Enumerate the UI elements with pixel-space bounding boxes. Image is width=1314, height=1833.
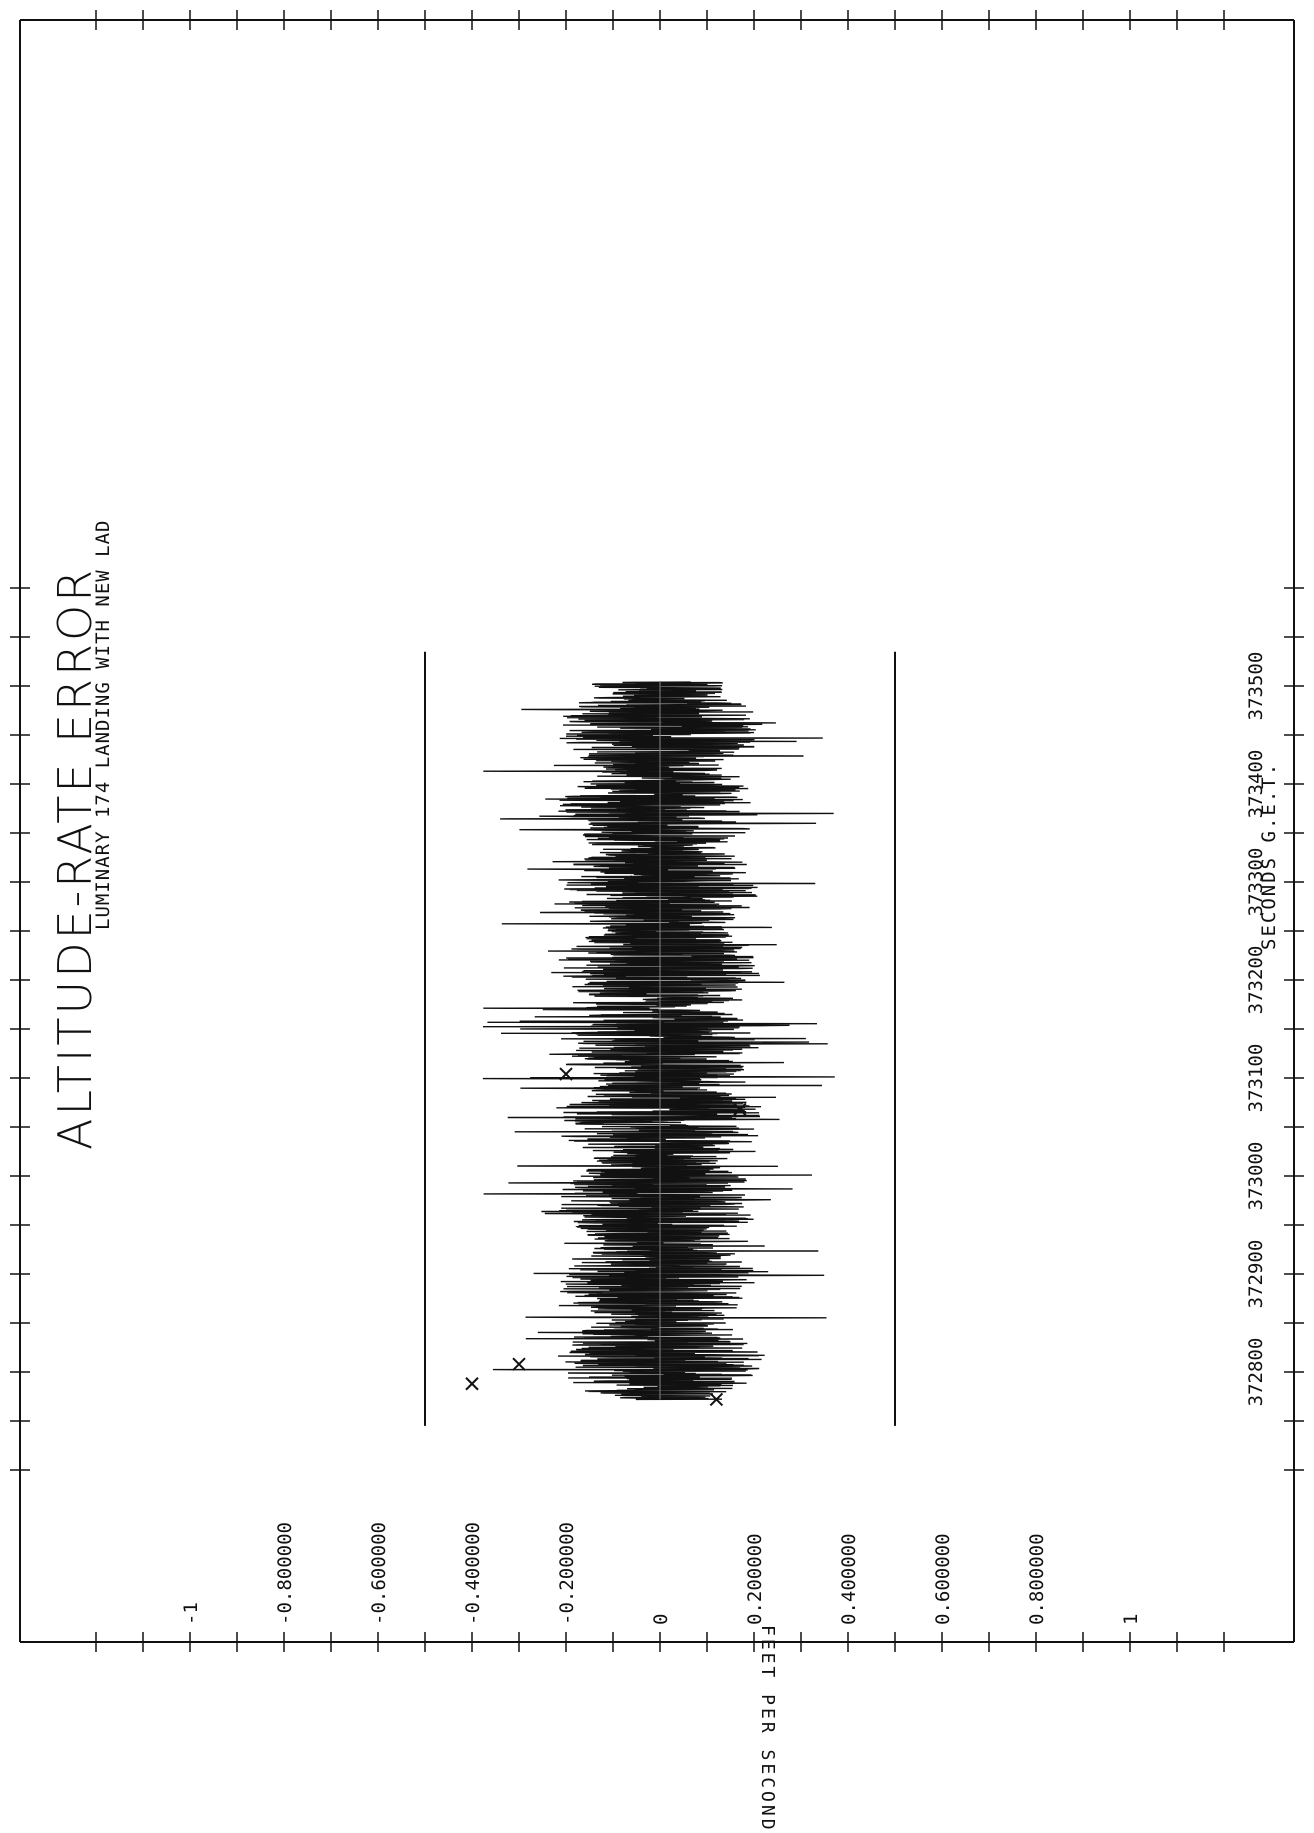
signal-trace bbox=[482, 681, 835, 1401]
x-tick-label: 373200 bbox=[1245, 946, 1267, 1015]
x-marker bbox=[709, 1392, 724, 1407]
x-marker bbox=[512, 1357, 526, 1371]
y-tick-label: 0.200000 bbox=[744, 1533, 766, 1625]
series-line bbox=[482, 681, 835, 1401]
y-tick-label: 0.400000 bbox=[838, 1533, 860, 1625]
x-tick-label: 372800 bbox=[1245, 1338, 1267, 1407]
x-tick-label: 373300 bbox=[1245, 848, 1267, 917]
y-tick-label: 1 bbox=[1120, 1614, 1142, 1625]
x-marker-stroke bbox=[629, 875, 644, 889]
x-tick-label: 373000 bbox=[1245, 1142, 1267, 1211]
x-tick-label: 373100 bbox=[1245, 1044, 1267, 1113]
y-tick-label: 0.600000 bbox=[932, 1533, 954, 1625]
y-axis-label: FEET PER SECOND bbox=[757, 1625, 778, 1833]
x-marker bbox=[559, 1067, 573, 1081]
tick-labels: 372800 372900 373000 373100 373200 373300 3734… bbox=[180, 652, 1267, 1625]
x-markers bbox=[465, 875, 747, 1407]
x-marker-stroke bbox=[512, 1357, 526, 1371]
y-tick-label: 0.800000 bbox=[1026, 1533, 1048, 1625]
x-marker bbox=[629, 875, 644, 889]
y-tick-label: -0.600000 bbox=[368, 1522, 390, 1625]
x-tick-label: 373500 bbox=[1245, 652, 1267, 721]
x-axis-label: SECONDS G.E.T. bbox=[1258, 761, 1280, 950]
y-tick-label: -1 bbox=[180, 1602, 202, 1625]
x-tick-label: 372900 bbox=[1245, 1240, 1267, 1309]
chart-plot: 372800 372900 373000 373100 373200 373300 3734… bbox=[10, 10, 1304, 1652]
x-marker-stroke bbox=[733, 1102, 747, 1117]
y-tick-label: 0 bbox=[650, 1614, 672, 1625]
x-marker bbox=[733, 1102, 747, 1117]
x-tick-label: 373400 bbox=[1245, 750, 1267, 819]
axis-ticks bbox=[10, 10, 1304, 1652]
x-marker bbox=[465, 1377, 479, 1391]
y-tick-label: -0.200000 bbox=[556, 1522, 578, 1625]
x-marker-stroke bbox=[709, 1392, 724, 1407]
chart-subtitle: LUMINARY 174 LANDING WITH NEW LAD bbox=[92, 519, 114, 931]
x-marker-stroke bbox=[559, 1067, 573, 1081]
x-marker-stroke bbox=[465, 1377, 479, 1391]
limit-lines bbox=[424, 651, 896, 1426]
y-tick-label: -0.400000 bbox=[462, 1522, 484, 1625]
y-tick-label: -0.800000 bbox=[274, 1522, 296, 1625]
